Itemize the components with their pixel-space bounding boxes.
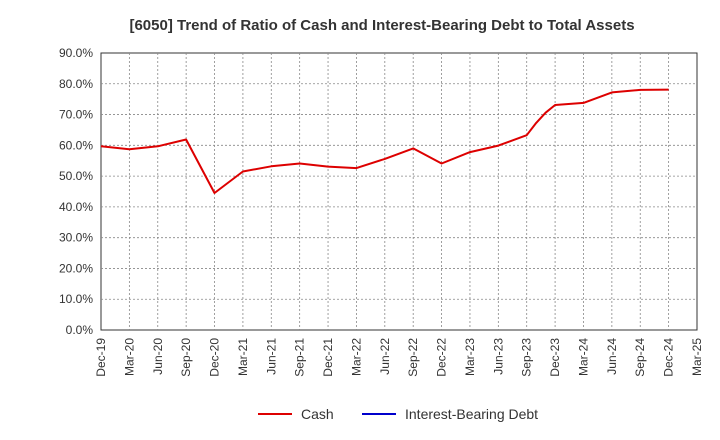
y-tick-label: 90.0% — [59, 46, 93, 60]
chart-title: [6050] Trend of Ratio of Cash and Intere… — [129, 17, 634, 34]
grid-lines — [101, 53, 697, 330]
series-line-cash — [100, 88, 669, 194]
x-tick-label: Dec-23 — [548, 338, 562, 377]
x-tick-label: Dec-24 — [662, 338, 676, 377]
y-tick-label: 0.0% — [66, 323, 94, 337]
plot-frame — [100, 52, 698, 331]
y-tick-label: 30.0% — [59, 231, 93, 245]
x-tick-label: Mar-24 — [576, 338, 590, 376]
y-tick-label: 10.0% — [59, 292, 93, 306]
y-tick-label: 60.0% — [59, 138, 93, 152]
x-axis: Dec-19 Mar-20 Jun-20 Sep-20 Dec-20 Mar-21 Jun-… — [94, 338, 704, 377]
y-tick-label: 50.0% — [59, 169, 93, 183]
x-tick-label: Dec-20 — [208, 338, 222, 377]
y-tick-label: 70.0% — [59, 108, 93, 122]
x-tick-label: Mar-22 — [349, 338, 363, 376]
x-tick-label: Dec-21 — [321, 338, 335, 377]
y-tick-label: 40.0% — [59, 200, 93, 214]
x-tick-label: Jun-22 — [378, 338, 392, 375]
x-tick-label: Mar-21 — [236, 338, 250, 376]
y-axis: 0.0% 10.0% 20.0% 30.0% 40.0% 50.0% 60.0% 70.0% 8… — [59, 46, 93, 337]
legend-label-cash: Cash — [301, 406, 334, 422]
x-tick-label: Jun-21 — [264, 338, 278, 375]
series-lines — [100, 88, 669, 194]
legend: Cash Interest-Bearing Debt — [258, 406, 538, 422]
x-tick-label: Jun-24 — [605, 338, 619, 375]
x-tick-label: Sep-23 — [520, 338, 534, 377]
y-tick-label: 80.0% — [59, 77, 93, 91]
x-tick-label: Dec-22 — [435, 338, 449, 377]
x-tick-label: Jun-23 — [491, 338, 505, 375]
x-tick-label: Sep-22 — [406, 338, 420, 377]
x-tick-label: Sep-24 — [633, 338, 647, 377]
x-tick-label: Sep-20 — [179, 338, 193, 377]
x-tick-label: Mar-23 — [463, 338, 477, 376]
legend-label-interest-bearing-debt: Interest-Bearing Debt — [405, 406, 538, 422]
x-tick-label: Mar-25 — [690, 338, 704, 376]
x-tick-label: Jun-20 — [151, 338, 165, 375]
x-tick-label: Sep-21 — [293, 338, 307, 377]
x-tick-label: Mar-20 — [122, 338, 136, 376]
x-tick-label: Dec-19 — [94, 338, 108, 377]
plot-area — [100, 52, 698, 331]
y-tick-label: 20.0% — [59, 261, 93, 275]
